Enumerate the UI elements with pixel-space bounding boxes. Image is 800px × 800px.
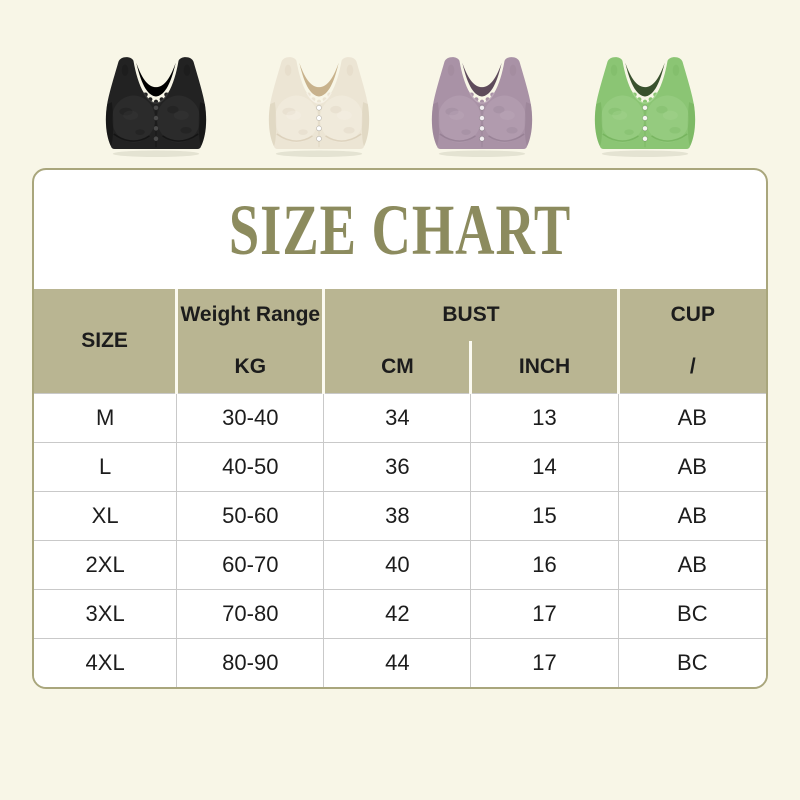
cell-cm: 44	[323, 637, 471, 687]
bra-cup-right	[482, 95, 526, 143]
bra-cup-left	[111, 95, 155, 143]
table-row: XL 50-60 38 15 AB	[34, 490, 766, 540]
bra-inner-back	[298, 62, 339, 97]
table-row: 3XL 70-80 42 17 BC	[34, 588, 766, 638]
cell-size: 3XL	[34, 588, 177, 638]
cell-inch: 16	[470, 539, 619, 589]
bra-beige-image	[268, 57, 369, 158]
table-row: L 40-50 36 14 AB	[34, 441, 766, 491]
table-row: 2XL 60-70 40 16 AB	[34, 539, 766, 589]
cell-inch: 13	[470, 392, 619, 442]
product-row	[0, 0, 800, 162]
cell-cup: AB	[617, 490, 766, 540]
cell-kg: 50-60	[176, 490, 324, 540]
cell-cup: BC	[617, 637, 766, 687]
size-chart-panel: SIZE CHART SIZE Weight Range BUST CUP KG…	[32, 168, 768, 689]
bra-body	[431, 57, 532, 150]
cell-cup: AB	[617, 441, 766, 491]
bra-purple-image	[431, 57, 532, 158]
size-table-header: SIZE Weight Range BUST CUP KG CM INCH /	[34, 289, 766, 393]
size-chart-title: SIZE CHART	[228, 188, 572, 271]
col-header-kg: KG	[175, 341, 324, 393]
bra-shadow	[601, 150, 688, 158]
cell-size: 4XL	[34, 637, 177, 687]
bra-shadow	[112, 150, 199, 158]
cell-cm: 36	[323, 441, 471, 491]
bra-inner-back	[461, 62, 502, 97]
bra-body	[268, 57, 369, 150]
bra-green-image	[594, 57, 695, 158]
cell-size: M	[34, 392, 177, 442]
bra-inner-back	[624, 62, 665, 97]
bra-cup-left	[437, 95, 481, 143]
cell-kg: 40-50	[176, 441, 324, 491]
bra-cup-right	[156, 95, 200, 143]
bra-buttons	[641, 105, 648, 142]
bra-cup-left	[274, 95, 318, 143]
col-header-bust: BUST	[322, 289, 619, 341]
bra-buttons	[315, 105, 322, 142]
bra-buttons	[478, 105, 485, 142]
cell-size: XL	[34, 490, 177, 540]
cell-cm: 34	[323, 392, 471, 442]
col-header-inch: INCH	[469, 341, 619, 393]
bra-body	[594, 57, 695, 150]
title-area: SIZE CHART	[34, 170, 766, 289]
cell-inch: 15	[470, 490, 619, 540]
col-header-cm: CM	[322, 341, 471, 393]
col-header-size: SIZE	[34, 289, 177, 393]
cell-cm: 40	[323, 539, 471, 589]
cell-kg: 60-70	[176, 539, 324, 589]
cell-cup: AB	[617, 539, 766, 589]
bra-body	[105, 57, 206, 150]
cell-size: 2XL	[34, 539, 177, 589]
size-table: SIZE Weight Range BUST CUP KG CM INCH / …	[34, 289, 766, 687]
bra-shadow	[275, 150, 362, 158]
cell-kg: 30-40	[176, 392, 324, 442]
cell-cup: AB	[617, 392, 766, 442]
size-table-body: M 30-40 34 13 AB L 40-50 36 14 AB XL 50-60 38 15 AB 2XL…	[34, 392, 766, 687]
col-header-cup-unit: /	[616, 341, 766, 393]
bra-black-image	[105, 57, 206, 158]
cell-cm: 38	[323, 490, 471, 540]
cell-size: L	[34, 441, 177, 491]
bra-inner-back	[135, 62, 176, 97]
bra-cup-left	[600, 95, 644, 143]
col-header-weight-range: Weight Range	[175, 289, 324, 341]
cell-inch: 14	[470, 441, 619, 491]
table-row: 4XL 80-90 44 17 BC	[34, 637, 766, 687]
bra-buttons	[152, 105, 159, 142]
cell-inch: 17	[470, 588, 619, 638]
cell-cm: 42	[323, 588, 471, 638]
col-header-cup: CUP	[616, 289, 766, 341]
bra-cup-right	[319, 95, 363, 143]
cell-kg: 70-80	[176, 588, 324, 638]
cell-inch: 17	[470, 637, 619, 687]
bra-cup-right	[645, 95, 689, 143]
table-row: M 30-40 34 13 AB	[34, 392, 766, 442]
bra-shadow	[438, 150, 525, 158]
cell-kg: 80-90	[176, 637, 324, 687]
cell-cup: BC	[617, 588, 766, 638]
